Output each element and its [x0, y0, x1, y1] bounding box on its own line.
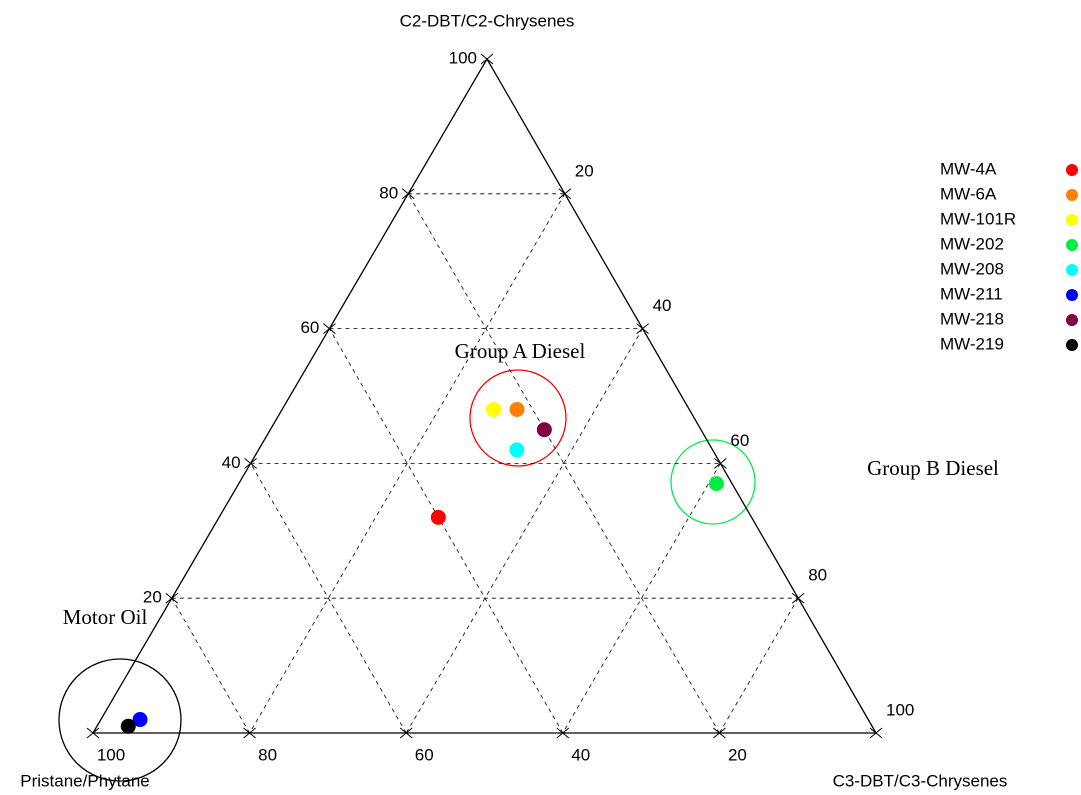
tick-mark [714, 458, 727, 469]
legend-label: MW-218 [940, 309, 1004, 328]
tick-label: 80 [379, 183, 398, 202]
tick-label: 80 [258, 745, 277, 764]
tick-mark [86, 727, 100, 739]
data-point [132, 712, 148, 728]
tick-label: 20 [143, 588, 162, 607]
legend-marker [1066, 189, 1078, 201]
legend-marker [1066, 314, 1078, 326]
tick-label: 20 [575, 161, 594, 180]
triangle [91, 57, 878, 734]
data-point [509, 401, 525, 417]
tick-label: 100 [449, 48, 477, 67]
tick-mark [323, 323, 336, 334]
grid-line [405, 328, 643, 734]
motor-oil-circle [58, 658, 182, 782]
grid-line [250, 463, 407, 734]
legend-label: MW-101R [940, 209, 1016, 228]
group-a-circle [469, 369, 567, 467]
tick-label: 60 [730, 431, 749, 450]
annotation: Motor Oil [63, 605, 148, 629]
tick-mark [558, 188, 572, 200]
legend-marker [1066, 289, 1078, 301]
annotation: Group A Diesel [455, 339, 586, 363]
group-b-circle [670, 439, 756, 525]
axis-label: Pristane/Phytane [20, 771, 149, 790]
legend-label: MW-211 [940, 284, 1003, 303]
grid-line [719, 597, 799, 734]
data-point [430, 509, 446, 525]
tick-label: 100 [886, 700, 914, 719]
legend-label: MW-4A [940, 159, 997, 178]
tick-mark [480, 53, 494, 65]
tick-label: 60 [415, 745, 434, 764]
grid-line [249, 193, 566, 734]
tick-mark [165, 592, 179, 604]
axis-label: C3-DBT/C3-Chrysenes [833, 771, 1008, 790]
grid-line [329, 328, 564, 734]
legend-label: MW-208 [940, 259, 1004, 278]
legend-label: MW-219 [940, 334, 1004, 353]
tick-label: 40 [653, 296, 672, 315]
tick-label: 100 [97, 745, 125, 764]
legend-label: MW-202 [940, 234, 1004, 253]
tick-label: 40 [222, 453, 241, 472]
data-point [486, 401, 502, 417]
tick-label: 60 [300, 318, 319, 337]
data-point [509, 442, 525, 458]
legend-marker [1066, 164, 1078, 176]
tick-label: 20 [728, 745, 747, 764]
data-point [536, 422, 552, 438]
tick-mark [869, 727, 883, 739]
axis-label: C2-DBT/C2-Chrysenes [400, 11, 575, 30]
data-point [708, 476, 724, 492]
legend-marker [1066, 239, 1078, 251]
grid-line [171, 598, 250, 734]
tick-mark [244, 458, 257, 469]
tick-label: 80 [808, 566, 827, 585]
tick-label: 40 [571, 745, 590, 764]
data-point [120, 718, 136, 734]
tick-mark [713, 727, 726, 739]
legend-label: MW-6A [940, 184, 997, 203]
tick-mark [243, 727, 256, 739]
legend-marker [1066, 339, 1078, 351]
tick-mark [399, 727, 413, 739]
legend-marker [1066, 264, 1078, 276]
annotation: Group B Diesel [867, 456, 999, 480]
tick-mark [401, 188, 415, 200]
legend-marker [1066, 214, 1078, 226]
